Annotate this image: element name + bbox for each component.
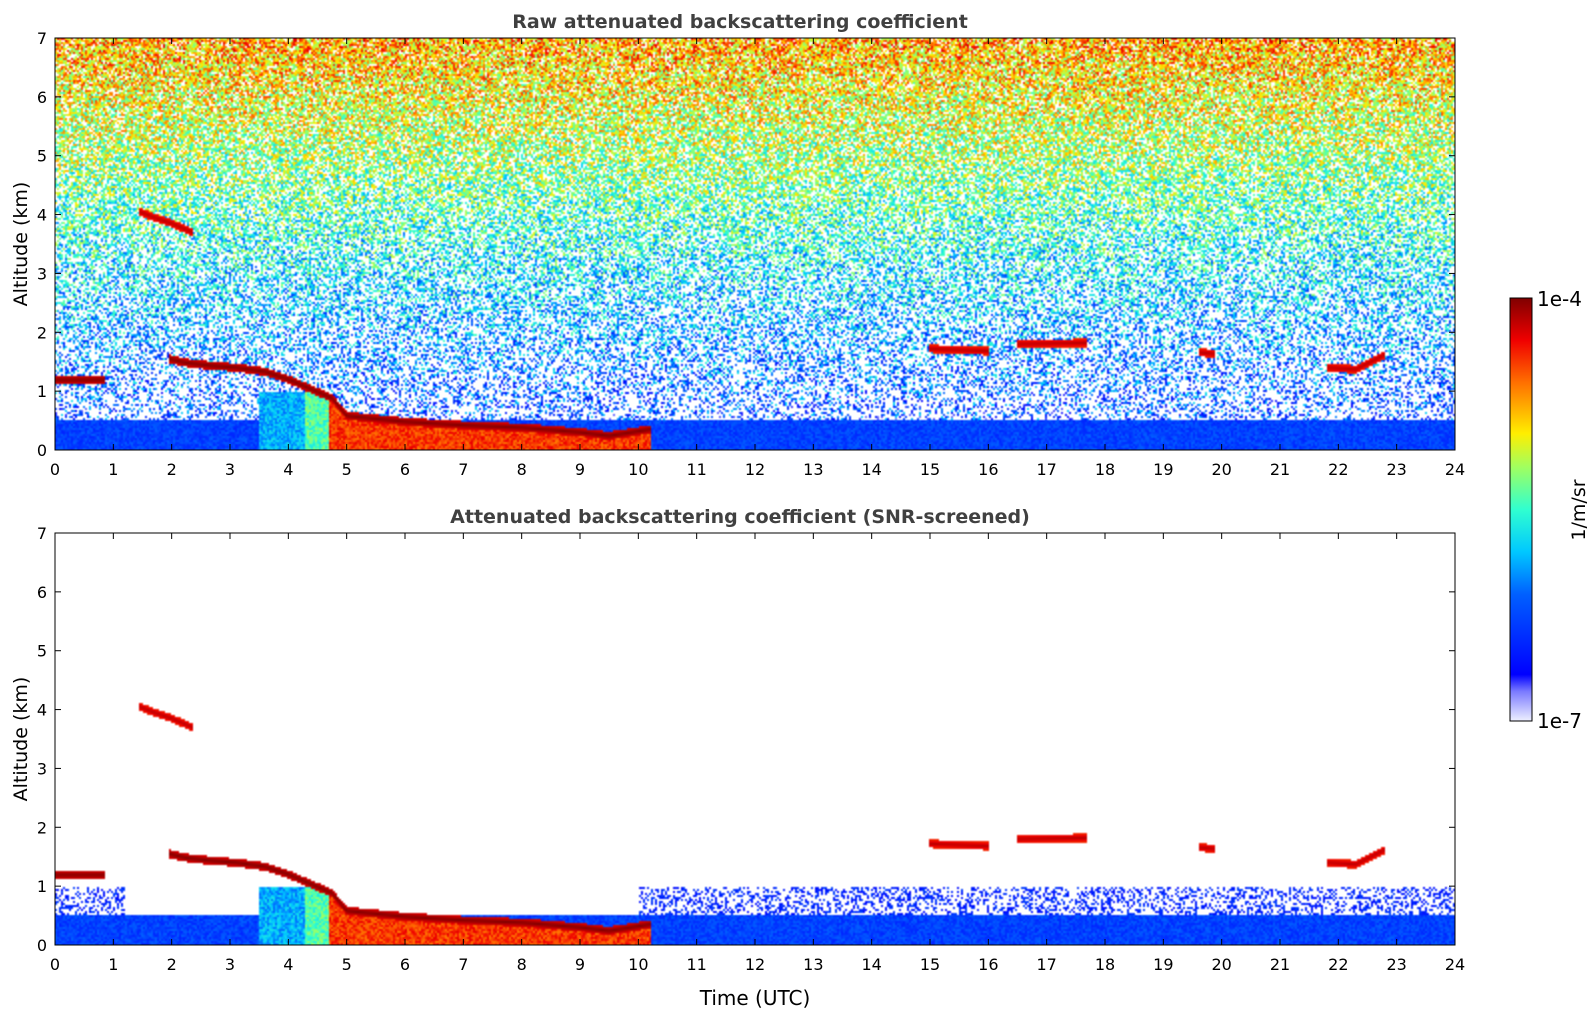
x-tick-label: 24	[1445, 460, 1465, 479]
x-tick-label: 17	[1036, 460, 1056, 479]
y-tick-label: 1	[37, 877, 47, 896]
colorbar-max-label: 1e-4	[1537, 287, 1582, 311]
colorbar: 1e-4 1e-7 1/m/sr	[1509, 287, 1590, 733]
x-tick-label: 7	[458, 460, 468, 479]
x-tick-label: 15	[920, 460, 940, 479]
x-tick-label: 10	[628, 955, 648, 974]
x-axis-label: Time (UTC)	[699, 986, 811, 1010]
colorbar-unit-label: 1/m/sr	[1568, 479, 1590, 540]
x-tick-label: 24	[1445, 955, 1465, 974]
x-tick-label: 22	[1328, 955, 1348, 974]
x-tick-label: 21	[1270, 955, 1290, 974]
y-tick-label: 4	[37, 701, 47, 720]
x-tick-label: 23	[1386, 955, 1406, 974]
y-tick-label: 6	[37, 583, 47, 602]
y-tick-label: 1	[37, 382, 47, 401]
x-tick-label: 11	[686, 460, 706, 479]
x-tick-label: 5	[342, 460, 352, 479]
y-tick-label: 5	[37, 147, 47, 166]
y-tick-label: 0	[37, 936, 47, 955]
x-tick-label: 2	[167, 460, 177, 479]
backscatter-heatmap	[55, 533, 1455, 945]
x-tick-label: 15	[920, 955, 940, 974]
x-tick-label: 0	[50, 955, 60, 974]
x-tick-label: 1	[108, 460, 118, 479]
y-axis-ticks: 0 1 2 3 4 5 6 7	[37, 29, 1455, 460]
y-axis-label: Altitude (km)	[10, 677, 32, 802]
y-tick-label: 7	[37, 524, 47, 543]
x-tick-label: 12	[745, 460, 765, 479]
x-tick-label: 20	[1211, 460, 1231, 479]
x-tick-label: 16	[978, 460, 998, 479]
y-tick-label: 7	[37, 29, 47, 48]
colorbar-gradient	[1509, 297, 1533, 722]
y-tick-label: 3	[37, 264, 47, 283]
x-tick-label: 14	[861, 460, 881, 479]
colorbar-min-label: 1e-7	[1537, 709, 1582, 733]
x-tick-label: 18	[1095, 460, 1115, 479]
x-tick-label: 17	[1036, 955, 1056, 974]
x-tick-label: 13	[803, 460, 823, 479]
x-tick-label: 19	[1153, 460, 1173, 479]
y-axis-label: Altitude (km)	[10, 182, 32, 307]
x-tick-label: 6	[400, 955, 410, 974]
x-tick-label: 0	[50, 460, 60, 479]
y-tick-label: 2	[37, 323, 47, 342]
x-tick-label: 16	[978, 955, 998, 974]
x-tick-label: 23	[1386, 460, 1406, 479]
backscatter-heatmap	[55, 38, 1455, 450]
x-tick-label: 11	[686, 955, 706, 974]
x-axis-ticks: 0 1 2 3 4 5 6 7 8 9 10 11 12 13 14 15 16 17 18 19 20 21 22 23 24	[50, 533, 1465, 974]
x-tick-label: 22	[1328, 460, 1348, 479]
y-tick-label: 6	[37, 88, 47, 107]
x-tick-label: 8	[517, 955, 527, 974]
x-tick-label: 3	[225, 460, 235, 479]
y-tick-label: 5	[37, 642, 47, 661]
panel-title: Raw attenuated backscattering coefficien…	[512, 11, 968, 33]
x-tick-label: 2	[167, 955, 177, 974]
x-tick-label: 20	[1211, 955, 1231, 974]
panel-raw-backscatter: Raw attenuated backscattering coefficien…	[10, 11, 1465, 479]
x-tick-label: 8	[517, 460, 527, 479]
y-tick-label: 2	[37, 818, 47, 837]
y-tick-label: 3	[37, 759, 47, 778]
x-tick-label: 14	[861, 955, 881, 974]
x-tick-label: 13	[803, 955, 823, 974]
x-axis-ticks: 0 1 2 3 4 5 6 7 8 9 10 11 12 13 14 15 16 17 18 19 20 21 22 23 24	[50, 38, 1465, 479]
x-tick-label: 18	[1095, 955, 1115, 974]
x-tick-label: 10	[628, 460, 648, 479]
x-tick-label: 4	[283, 460, 293, 479]
x-tick-label: 6	[400, 460, 410, 479]
x-tick-label: 9	[575, 460, 585, 479]
panel-title: Attenuated backscattering coefficient (S…	[450, 506, 1030, 528]
x-tick-label: 5	[342, 955, 352, 974]
panel-snr-screened-backscatter: Attenuated backscattering coefficient (S…	[10, 506, 1465, 1010]
x-tick-label: 9	[575, 955, 585, 974]
x-tick-label: 19	[1153, 955, 1173, 974]
x-tick-label: 21	[1270, 460, 1290, 479]
x-tick-label: 4	[283, 955, 293, 974]
y-tick-label: 0	[37, 441, 47, 460]
x-tick-label: 3	[225, 955, 235, 974]
y-tick-label: 4	[37, 206, 47, 225]
x-tick-label: 1	[108, 955, 118, 974]
y-axis-ticks: 0 1 2 3 4 5 6 7	[37, 524, 1455, 955]
x-tick-label: 7	[458, 955, 468, 974]
x-tick-label: 12	[745, 955, 765, 974]
